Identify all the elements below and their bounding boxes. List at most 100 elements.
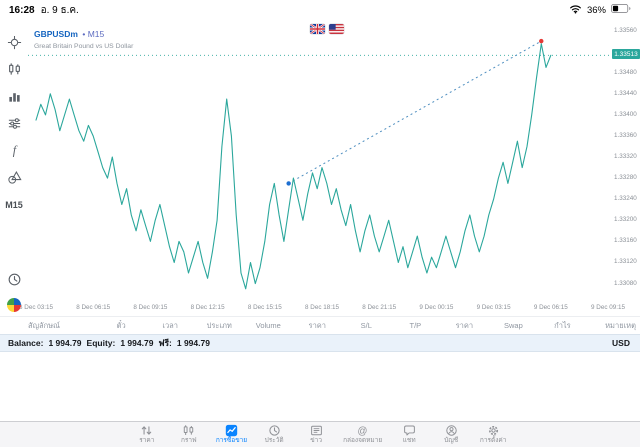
account-person-icon	[445, 424, 458, 437]
time-tick-label: 8 Dec 03:15	[19, 304, 53, 311]
battery-percent: 36%	[586, 4, 606, 16]
column-header: Volume	[255, 321, 281, 330]
time-tick-label: 8 Dec 21:15	[362, 304, 397, 311]
price-tick-label: 1.33560	[614, 26, 637, 34]
tab-history[interactable]: ประวัติ	[259, 424, 289, 445]
price-tick-label: 1.33200	[614, 216, 637, 224]
time-tick-label: 8 Dec 15:15	[247, 304, 282, 311]
candlestick-chart-icon[interactable]	[6, 61, 22, 77]
time-tick-label: 9 Dec 09:15	[591, 304, 625, 311]
positions-list-empty	[0, 352, 640, 421]
tab-label: บัญชี	[444, 436, 459, 444]
indicators-f-icon[interactable]: f	[6, 142, 22, 158]
crosshair-icon[interactable]	[6, 34, 22, 50]
tab-chat[interactable]: แชท	[394, 424, 424, 445]
tab-label: การตั้งค่า	[479, 436, 507, 444]
tuning-sliders-icon[interactable]	[6, 115, 22, 131]
usd-flag-icon	[329, 24, 344, 34]
tab-label: การซื้อขาย	[215, 436, 248, 444]
tab-news[interactable]: ข่าว	[301, 424, 331, 445]
time-tick-label: 8 Dec 18:15	[305, 304, 339, 311]
tab-label: แชท	[402, 436, 416, 444]
account-summary-bar: Balance: 1 994.79 Equity: 1 994.79 ฟรี: 1 994…	[0, 334, 640, 352]
balance-value: 1 994.79	[176, 338, 210, 348]
chart-plot[interactable]: GBPUSDm • M15 Great Britain Pound vs US …	[28, 20, 612, 302]
price-chart-svg[interactable]	[28, 20, 612, 302]
tab-mailbox[interactable]: @ กล่องจดหมาย	[343, 424, 382, 445]
tab-label: กล่องจดหมาย	[343, 436, 383, 444]
column-header: ราคา	[308, 320, 327, 330]
account-balances: Balance: 1 994.79 Equity: 1 994.79 ฟรี: 1 994…	[8, 336, 210, 350]
mailbox-at-icon: @	[356, 424, 369, 437]
tab-label: ข่าว	[310, 436, 322, 444]
price-tick-label: 1.33400	[614, 110, 637, 118]
timeframe-button[interactable]: M15	[5, 200, 23, 210]
symbol-flags	[310, 24, 344, 34]
tab-quotes[interactable]: ราคา	[132, 424, 162, 445]
tab-charts[interactable]: กราฟ	[174, 424, 204, 445]
brand-logo-icon[interactable]	[7, 298, 21, 312]
bar-chart-icon[interactable]	[6, 88, 22, 104]
column-header: ราคา	[455, 320, 474, 330]
time-tick-label: 8 Dec 12:15	[190, 304, 225, 311]
account-currency: USD	[612, 338, 630, 348]
price-tick-label: 1.33480	[614, 68, 637, 76]
column-header: S/L	[360, 321, 372, 330]
wifi-icon	[569, 4, 582, 17]
column-header: กำไร	[554, 320, 571, 330]
price-tick-label: 1.33320	[614, 153, 637, 161]
svg-text:f: f	[12, 143, 17, 157]
current-price-tag: 1.33513	[612, 49, 640, 60]
bottom-tab-bar: ราคา กราฟ การซื้อขาย ประวัติ ข่าว @ กล่องจดหมา…	[0, 421, 640, 447]
balance-value: 1 994.79	[120, 338, 154, 348]
time-tick-label: 9 Dec 06:15	[533, 304, 568, 311]
time-tick-label: 8 Dec 09:15	[133, 304, 168, 311]
chart-side-toolbar: f M15	[0, 34, 28, 316]
tab-settings[interactable]: การตั้งค่า	[478, 424, 508, 445]
price-tick-label: 1.33120	[614, 258, 637, 266]
price-axis[interactable]: 1.33560 1.33480 1.33440 1.33400 1.33360 1.333…	[612, 20, 640, 302]
price-tick-label: 1.33080	[614, 279, 637, 287]
clock-time: 16:28	[9, 4, 35, 16]
objects-shapes-icon[interactable]	[6, 169, 22, 185]
history-clock-icon	[268, 424, 281, 437]
column-header: สัญลักษณ์	[28, 320, 61, 330]
price-tick-label: 1.33240	[614, 195, 637, 203]
trade-icon	[225, 424, 238, 437]
balance-label: ฟรี:	[158, 338, 172, 348]
price-tick-label: 1.33160	[614, 237, 637, 245]
svg-text:@: @	[358, 425, 368, 436]
news-icon	[310, 424, 323, 437]
chart-symbol-description: Great Britain Pound vs US Dollar	[34, 43, 134, 50]
tab-label: กราฟ	[180, 436, 197, 444]
time-tick-label: 8 Dec 06:15	[76, 304, 111, 311]
price-tick-label: 1.33360	[614, 131, 637, 139]
status-bar: 16:28 อ. 9 ธ.ค. 36%	[0, 0, 640, 20]
chat-bubble-icon	[403, 424, 416, 437]
positions-table-header: สัญลักษณ์ ตั๋ว เวลา ประเภท Volume ราคา S/L T/P ร…	[0, 316, 640, 334]
battery-icon	[611, 4, 631, 16]
time-tick-label: 9 Dec 03:15	[476, 304, 511, 311]
price-tick-label: 1.33280	[614, 174, 637, 182]
column-header: T/P	[409, 321, 422, 330]
tab-trade[interactable]: การซื้อขาย	[216, 424, 247, 445]
settings-gear-icon	[487, 424, 500, 437]
balance-label: Balance:	[8, 338, 44, 348]
time-tick-label: 9 Dec 00:15	[419, 304, 454, 311]
history-clock-icon[interactable]	[6, 271, 22, 287]
tab-label: ราคา	[139, 436, 155, 444]
chart-region: f M15 GBPUSDm • M15 Great Britain Pound …	[0, 20, 640, 316]
chart-symbol[interactable]: GBPUSDm	[34, 29, 78, 39]
time-axis[interactable]: 8 Dec 03:15 8 Dec 06:15 8 Dec 09:15 8 Dec 1…	[0, 302, 640, 316]
column-header: Swap	[504, 321, 523, 330]
chart-candles-icon	[182, 424, 195, 437]
column-header: ประเภท	[206, 320, 232, 330]
balance-value: 1 994.79	[48, 338, 82, 348]
column-header: หมายเหตุ	[605, 320, 636, 330]
price-tick-label: 1.33440	[614, 89, 637, 97]
status-date: อ. 9 ธ.ค.	[40, 4, 79, 16]
tab-accounts[interactable]: บัญชี	[436, 424, 466, 445]
gbp-flag-icon	[310, 24, 325, 34]
column-header: ตั๋ว	[116, 320, 126, 330]
